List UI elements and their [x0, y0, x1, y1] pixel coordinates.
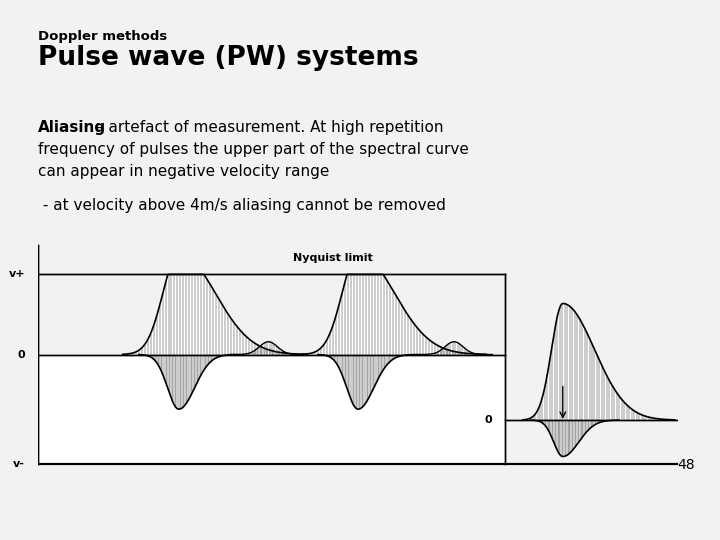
Text: Nyquist limit: Nyquist limit — [292, 253, 372, 264]
Text: v+: v+ — [9, 269, 25, 279]
Text: v-: v- — [14, 459, 25, 469]
Text: - at velocity above 4m/s aliasing cannot be removed: - at velocity above 4m/s aliasing cannot… — [38, 198, 446, 213]
Text: Pulse wave (PW) systems: Pulse wave (PW) systems — [38, 45, 418, 71]
Text: can appear in negative velocity range: can appear in negative velocity range — [38, 164, 329, 179]
Text: 0: 0 — [17, 349, 25, 360]
Text: 0: 0 — [485, 415, 492, 425]
Text: – artefact of measurement. At high repetition: – artefact of measurement. At high repet… — [96, 120, 444, 135]
Text: 48: 48 — [678, 458, 695, 472]
Text: Doppler methods: Doppler methods — [38, 30, 167, 43]
Text: frequency of pulses the upper part of the spectral curve: frequency of pulses the upper part of th… — [38, 142, 469, 157]
Text: Aliasing: Aliasing — [38, 120, 106, 135]
